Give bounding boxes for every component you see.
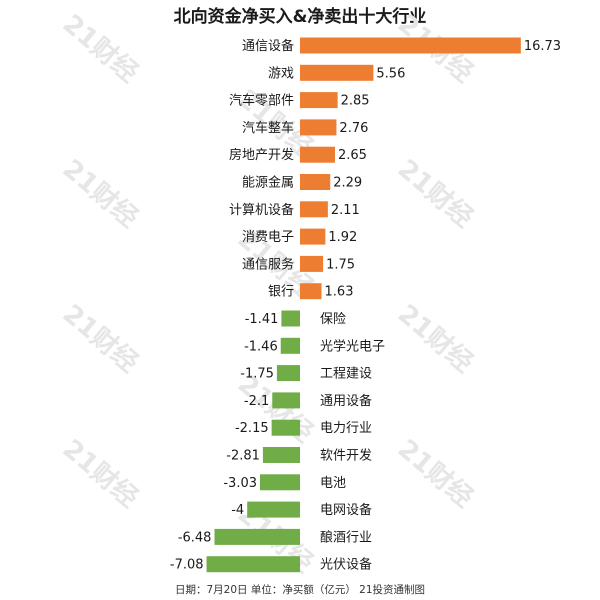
category-label: 通信服务: [242, 256, 294, 272]
category-label: 软件开发: [320, 448, 372, 464]
watermark-text: 21财经: [392, 153, 479, 233]
category-label: 消费电子: [242, 230, 294, 245]
value-label: 16.73: [524, 39, 561, 54]
value-label: 2.11: [331, 203, 360, 218]
category-label: 酿酒行业: [320, 529, 372, 545]
value-label: -6.48: [178, 530, 212, 545]
bar: [206, 556, 300, 573]
value-label: 1.92: [328, 230, 357, 245]
category-label: 汽车零部件: [229, 93, 294, 109]
watermark-text: 21财经: [57, 298, 144, 378]
value-label: -7.08: [170, 558, 204, 573]
bar: [280, 337, 300, 354]
bar: [281, 310, 300, 327]
category-label: 光学光电子: [320, 338, 385, 354]
bar: [300, 37, 521, 54]
bar: [271, 419, 300, 436]
category-label: 通用设备: [320, 393, 372, 409]
bar: [300, 119, 337, 136]
category-label: 汽车整车: [242, 120, 294, 136]
category-label: 电网设备: [320, 502, 372, 518]
chart-title: 北向资金净买入&净卖出十大行业: [173, 7, 427, 27]
bar: [300, 228, 326, 245]
bar: [272, 392, 300, 409]
category-label: 电池: [320, 476, 346, 491]
value-label: -1.41: [245, 312, 279, 327]
category-label: 能源金属: [242, 175, 294, 191]
category-label: 通信设备: [242, 38, 294, 54]
bar: [300, 174, 331, 190]
category-label: 工程建设: [320, 367, 372, 382]
bar: [300, 92, 338, 109]
category-label: 光伏设备: [320, 557, 372, 573]
value-label: 1.75: [326, 257, 355, 272]
bar: [300, 283, 322, 300]
watermark-text: 21财经: [57, 8, 144, 88]
value-label: -2.15: [235, 421, 269, 436]
category-label: 房地产开发: [229, 147, 294, 163]
bar: [214, 528, 300, 545]
value-label: -2.81: [226, 449, 260, 464]
chart-footer: 日期：7月20日 单位：净买额（亿元） 21投资通制图: [174, 584, 426, 596]
bar: [262, 447, 300, 463]
watermark-text: 21财经: [392, 433, 479, 513]
value-label: -1.46: [244, 339, 278, 354]
category-label: 电力行业: [320, 421, 372, 436]
watermark-text: 21财经: [392, 298, 479, 378]
bar: [300, 255, 324, 272]
category-label: 游戏: [268, 66, 294, 81]
bar: [300, 201, 328, 218]
value-label: 1.63: [325, 285, 354, 300]
value-label: -4: [231, 503, 244, 518]
bar: [300, 146, 335, 163]
bar: [276, 365, 300, 382]
watermark-text: 21财经: [57, 433, 144, 513]
bar: [300, 64, 374, 81]
value-label: 2.76: [339, 121, 368, 136]
watermark-text: 21财经: [57, 153, 144, 233]
category-label: 银行: [268, 285, 294, 300]
value-label: 2.29: [333, 176, 362, 191]
value-label: -1.75: [240, 367, 274, 382]
bar: [260, 474, 300, 491]
value-label: 2.65: [338, 148, 367, 163]
category-label: 计算机设备: [229, 202, 294, 218]
value-label: -2.1: [244, 394, 269, 409]
value-label: 2.85: [341, 94, 370, 109]
bar: [247, 501, 300, 518]
value-label: -3.03: [223, 476, 257, 491]
value-label: 5.56: [376, 66, 405, 81]
category-label: 保险: [320, 312, 346, 327]
